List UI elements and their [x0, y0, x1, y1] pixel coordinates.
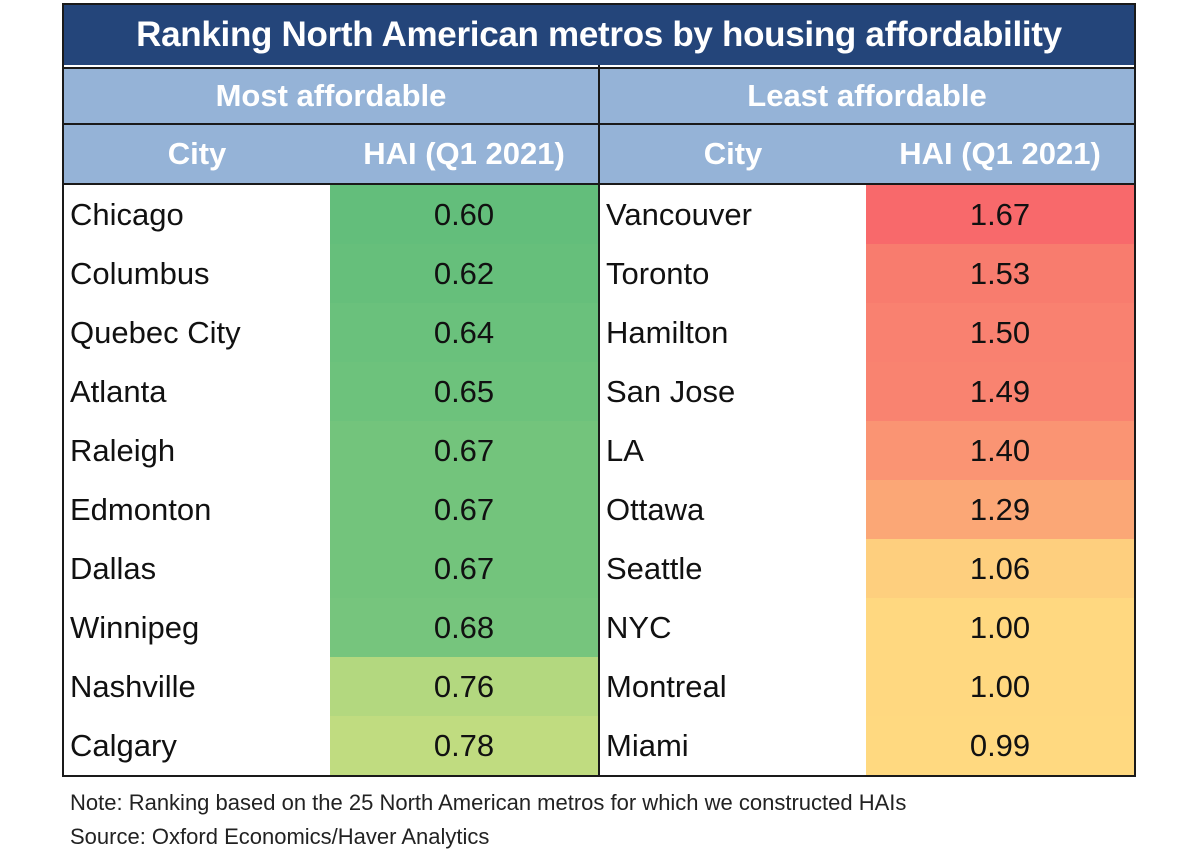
city-cell: NYC — [600, 598, 866, 657]
table-row: Chicago 0.60 — [64, 185, 598, 244]
hai-value-cell: 0.62 — [330, 244, 598, 303]
column-divider — [598, 65, 600, 777]
footnotes: Note: Ranking based on the 25 North Amer… — [70, 786, 906, 854]
city-cell: Edmonton — [64, 480, 330, 539]
table-row: Edmonton 0.67 — [64, 480, 598, 539]
hai-value-cell: 1.29 — [866, 480, 1134, 539]
most-affordable-hai-header: HAI (Q1 2021) — [330, 125, 598, 185]
table-row: Montreal 1.00 — [600, 657, 1134, 716]
table-row: San Jose 1.49 — [600, 362, 1134, 421]
hai-value-cell: 0.60 — [330, 185, 598, 244]
hai-value-cell: 1.06 — [866, 539, 1134, 598]
hai-value-cell: 1.50 — [866, 303, 1134, 362]
table-row: Nashville 0.76 — [64, 657, 598, 716]
most-affordable-rows: Chicago 0.60 Columbus 0.62 Quebec City 0.64 At… — [64, 185, 598, 775]
table-row: Vancouver 1.67 — [600, 185, 1134, 244]
hai-value-cell: 1.53 — [866, 244, 1134, 303]
hai-value-cell: 0.99 — [866, 716, 1134, 775]
city-cell: Toronto — [600, 244, 866, 303]
hai-value-cell: 1.00 — [866, 657, 1134, 716]
hai-value-cell: 0.64 — [330, 303, 598, 362]
hai-value-cell: 0.67 — [330, 480, 598, 539]
city-cell: San Jose — [600, 362, 866, 421]
least-affordable-rows: Vancouver 1.67 Toronto 1.53 Hamilton 1.50 San … — [600, 185, 1134, 775]
hai-value-cell: 1.49 — [866, 362, 1134, 421]
table-row: Toronto 1.53 — [600, 244, 1134, 303]
city-cell: Columbus — [64, 244, 330, 303]
table-row: Quebec City 0.64 — [64, 303, 598, 362]
table-row: Winnipeg 0.68 — [64, 598, 598, 657]
city-cell: Montreal — [600, 657, 866, 716]
least-affordable-hai-header: HAI (Q1 2021) — [866, 125, 1134, 185]
most-affordable-heading: Most affordable — [64, 67, 598, 125]
city-cell: LA — [600, 421, 866, 480]
hai-value-cell: 1.40 — [866, 421, 1134, 480]
hai-value-cell: 0.65 — [330, 362, 598, 421]
table-row: Hamilton 1.50 — [600, 303, 1134, 362]
table-row: LA 1.40 — [600, 421, 1134, 480]
hai-value-cell: 0.67 — [330, 539, 598, 598]
city-cell: Seattle — [600, 539, 866, 598]
table-row: Calgary 0.78 — [64, 716, 598, 775]
source-note: Source: Oxford Economics/Haver Analytics — [70, 824, 490, 849]
table-row: Atlanta 0.65 — [64, 362, 598, 421]
hai-value-cell: 0.78 — [330, 716, 598, 775]
table-row: Ottawa 1.29 — [600, 480, 1134, 539]
affordability-table: Ranking North American metros by housing… — [62, 3, 1136, 777]
city-cell: Dallas — [64, 539, 330, 598]
table-row: Columbus 0.62 — [64, 244, 598, 303]
ranking-note: Note: Ranking based on the 25 North Amer… — [70, 790, 907, 815]
table-row: Raleigh 0.67 — [64, 421, 598, 480]
least-affordable-city-header: City — [600, 125, 866, 185]
city-cell: Calgary — [64, 716, 330, 775]
city-cell: Atlanta — [64, 362, 330, 421]
city-cell: Raleigh — [64, 421, 330, 480]
city-cell: Ottawa — [600, 480, 866, 539]
table-row: Dallas 0.67 — [64, 539, 598, 598]
table-row: NYC 1.00 — [600, 598, 1134, 657]
city-cell: Winnipeg — [64, 598, 330, 657]
city-cell: Vancouver — [600, 185, 866, 244]
hai-value-cell: 1.00 — [866, 598, 1134, 657]
table-title: Ranking North American metros by housing… — [64, 5, 1134, 65]
hai-value-cell: 1.67 — [866, 185, 1134, 244]
city-cell: Quebec City — [64, 303, 330, 362]
city-cell: Hamilton — [600, 303, 866, 362]
least-affordable-heading: Least affordable — [600, 67, 1134, 125]
city-cell: Nashville — [64, 657, 330, 716]
hai-value-cell: 0.68 — [330, 598, 598, 657]
hai-value-cell: 0.76 — [330, 657, 598, 716]
most-affordable-city-header: City — [64, 125, 330, 185]
city-cell: Chicago — [64, 185, 330, 244]
hai-value-cell: 0.67 — [330, 421, 598, 480]
city-cell: Miami — [600, 716, 866, 775]
table-row: Seattle 1.06 — [600, 539, 1134, 598]
table-row: Miami 0.99 — [600, 716, 1134, 775]
